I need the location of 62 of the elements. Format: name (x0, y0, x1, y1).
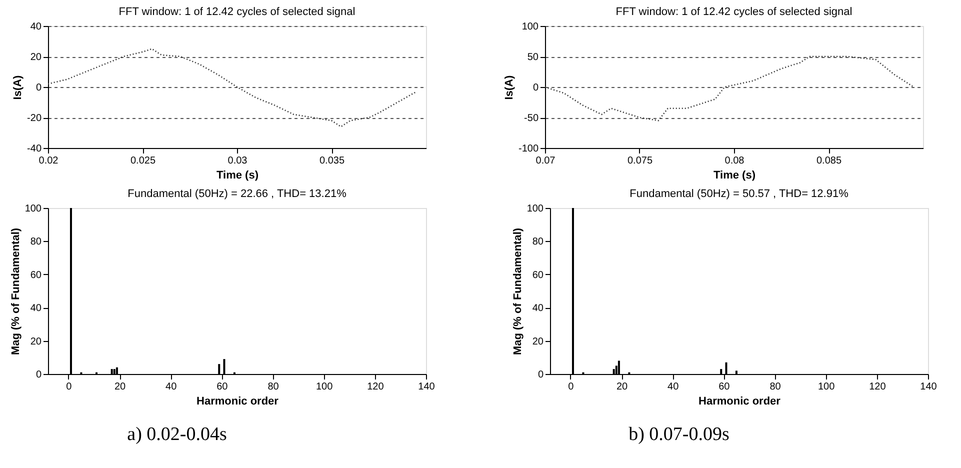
chart-title: FFT window: 1 of 12.42 cycles of selected signal (118, 6, 356, 18)
x-tick-label: 60 (216, 382, 228, 392)
y-tick-label: 40 (30, 303, 42, 314)
x-tick-label: 120 (869, 382, 886, 392)
x-tick-label: 0.02 (38, 156, 59, 166)
x-axis-title: Time (s) (714, 170, 756, 182)
x-tick-label: 100 (316, 382, 334, 392)
chart-title: Fundamental (50Hz) = 22.66 , THD= 13.21% (128, 188, 347, 200)
x-tick-label: 20 (616, 382, 628, 392)
x-tick-label: 0 (66, 382, 72, 392)
y-axis-title: Mag (% of Fundamental) (10, 228, 22, 356)
y-tick-label: 100 (526, 204, 544, 214)
x-tick-label: 60 (718, 382, 730, 392)
x-tick-label: 80 (268, 382, 280, 392)
text: b) 0.07-0.09s (628, 424, 730, 445)
x-tick-label: 80 (770, 382, 782, 392)
y-tick-label: -100 (518, 144, 539, 154)
y-tick-label: 80 (532, 236, 544, 248)
y-tick-label: 20 (532, 336, 544, 348)
x-tick-label: 0.08 (724, 156, 745, 166)
y-tick-label: 40 (30, 22, 42, 32)
y-tick-label: 0 (538, 370, 544, 380)
y-tick-label: 100 (24, 204, 42, 214)
x-tick-label: 40 (166, 382, 178, 392)
y-tick-label: 60 (30, 270, 42, 281)
y-axis-title: Is(A) (503, 74, 516, 100)
x-tick-label: 0.035 (319, 156, 345, 166)
y-tick-label: 100 (522, 22, 539, 32)
x-tick-label: 0.025 (130, 156, 156, 166)
text: a) 0.02-0.04s (127, 424, 227, 445)
x-tick-label: 40 (668, 382, 680, 392)
y-tick-label: 60 (532, 270, 544, 281)
line-series (545, 56, 914, 122)
x-tick-label: 0.085 (816, 156, 842, 166)
x-tick-label: 20 (114, 382, 126, 392)
chart-title: FFT window: 1 of 12.42 cycles of selected signal (616, 6, 852, 18)
y-axis-title: Is(A) (12, 74, 24, 100)
y-tick-label: 0 (36, 82, 42, 94)
y-tick-label: 0 (36, 370, 42, 380)
x-tick-label: 140 (418, 382, 436, 392)
x-axis-title: Harmonic order (698, 396, 782, 408)
line-series (48, 48, 418, 128)
x-tick-label: 140 (920, 382, 938, 392)
y-tick-label: -40 (27, 144, 42, 154)
y-tick-label: 0 (532, 82, 539, 94)
y-tick-label: -20 (27, 113, 42, 124)
x-tick-label: 0 (568, 382, 574, 392)
x-tick-label: 100 (818, 382, 836, 392)
y-tick-label: 80 (30, 236, 42, 248)
y-tick-label: 50 (527, 52, 539, 63)
y-tick-label: 20 (30, 336, 42, 348)
y-axis-title: Mag (% of Fundamental) (512, 228, 524, 356)
y-tick-label: 20 (30, 52, 42, 63)
chart-title: Fundamental (50Hz) = 50.57 , THD= 12.91% (630, 188, 849, 200)
x-axis-title: Harmonic order (196, 396, 280, 408)
x-tick-label: 120 (367, 382, 384, 392)
y-tick-label: -50 (524, 113, 539, 124)
x-tick-label: 0.07 (536, 156, 556, 166)
y-tick-label: 40 (532, 303, 544, 314)
x-tick-label: 0.03 (228, 156, 248, 166)
x-axis-title: Time (s) (216, 170, 259, 182)
x-tick-label: 0.075 (627, 156, 653, 166)
